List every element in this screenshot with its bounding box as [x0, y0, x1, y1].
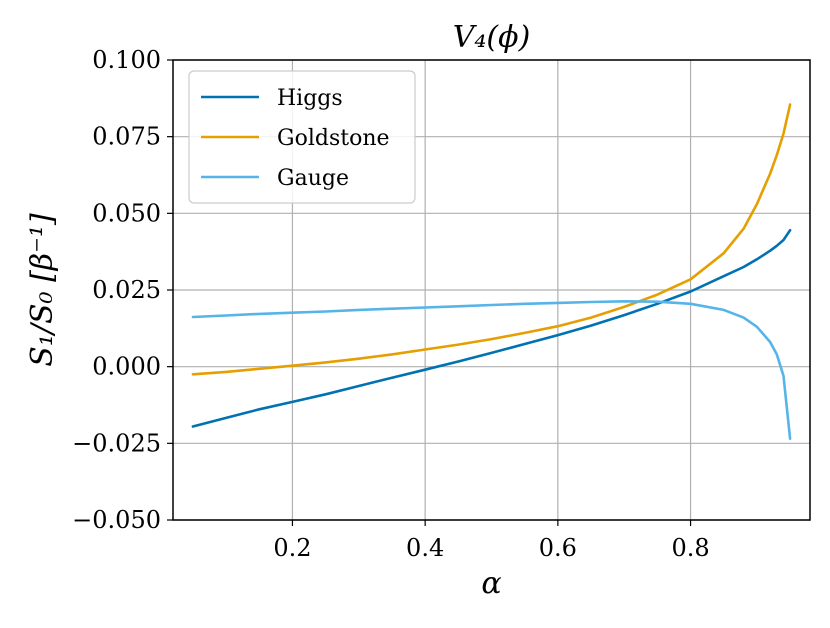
- y-tick-label: 0.025: [92, 276, 161, 304]
- series-line-gauge: [191, 299, 792, 441]
- series-line-goldstone: [191, 103, 792, 376]
- series-line-higgs: [191, 228, 792, 428]
- y-tick-label: 0.075: [92, 123, 161, 151]
- axis-ticks: 0.2 0.4 0.6 0.8 −0.050 −0.025 0.000 0.025 0.050 0…: [72, 46, 709, 562]
- legend-label-higgs: Higgs: [277, 86, 343, 111]
- legend-label-gauge: Gauge: [277, 166, 349, 191]
- x-tick-label: 0.8: [671, 534, 709, 562]
- x-tick-label: 0.6: [539, 534, 577, 562]
- series-lines: [191, 103, 792, 441]
- legend: Higgs Goldstone Gauge: [188, 70, 416, 204]
- x-tick-label: 0.4: [406, 534, 444, 562]
- y-axis-label: S₁/S₀ [β⁻¹]: [25, 213, 60, 367]
- y-tick-label: −0.050: [72, 506, 161, 534]
- x-tick-label: 0.2: [273, 534, 311, 562]
- y-tick-label: −0.025: [72, 429, 161, 457]
- legend-label-goldstone: Goldstone: [277, 126, 390, 151]
- chart-title: V₄(ϕ): [453, 20, 531, 55]
- y-tick-label: 0.000: [92, 353, 161, 381]
- legend-box: [188, 70, 416, 204]
- y-tick-label: 0.050: [92, 199, 161, 227]
- y-tick-label: 0.100: [92, 46, 161, 74]
- x-axis-label: α: [481, 566, 501, 601]
